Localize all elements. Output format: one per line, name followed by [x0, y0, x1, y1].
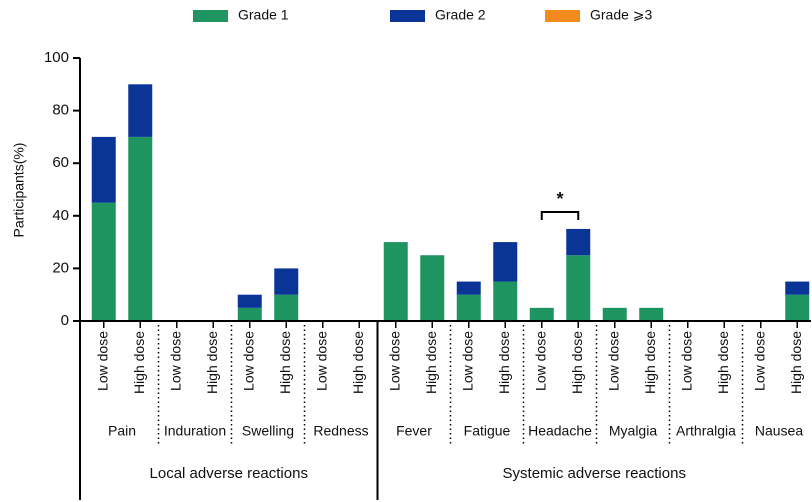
x-tick-label: Low dose — [605, 331, 621, 391]
bar-segment — [785, 281, 810, 295]
bar-segment — [128, 84, 153, 137]
x-tick-label: High dose — [496, 331, 512, 394]
x-tick-label: Low dose — [94, 331, 110, 391]
x-tick-label: Low dose — [532, 331, 548, 391]
bar-segment — [128, 136, 153, 321]
group-label: Pain — [108, 423, 136, 439]
bar-segment — [566, 255, 591, 321]
supergroup-label: Systemic adverse reactions — [503, 465, 686, 482]
supergroup-label: Local adverse reactions — [150, 465, 308, 482]
bar-segment — [602, 307, 627, 321]
bar-segment — [566, 228, 591, 256]
bar-segment — [493, 242, 518, 282]
bar-segment — [237, 294, 262, 308]
bar-segment — [91, 202, 116, 321]
legend-swatch — [193, 10, 228, 22]
group-label: Induration — [164, 423, 226, 439]
x-tick-label: Low dose — [459, 331, 475, 391]
x-tick-label: High dose — [569, 331, 585, 394]
x-tick-label: High dose — [642, 331, 658, 394]
y-tick-label: 20 — [52, 259, 69, 276]
legend-label: Grade 1 — [238, 7, 289, 23]
legend-swatch — [390, 10, 425, 22]
bar-segment — [383, 242, 408, 321]
y-tick-label: 0 — [61, 312, 69, 329]
bar-segment — [91, 136, 116, 203]
y-tick-label: 60 — [52, 154, 69, 171]
legend-label: Grade ⩾3 — [590, 7, 653, 23]
group-label: Swelling — [242, 423, 294, 439]
x-tick-label: Low dose — [167, 331, 183, 391]
group-label: Myalgia — [609, 423, 657, 439]
x-tick-label: Low dose — [313, 331, 329, 391]
y-tick-label: 80 — [52, 102, 69, 119]
bar-segment — [420, 255, 445, 321]
group-label: Fever — [396, 423, 432, 439]
x-tick-label: Low dose — [386, 331, 402, 391]
x-tick-label: High dose — [277, 331, 293, 394]
x-tick-label: High dose — [131, 331, 147, 394]
x-tick-label: High dose — [350, 331, 366, 394]
bar-segment — [639, 307, 664, 321]
bar-segment — [785, 294, 810, 321]
legend-swatch — [545, 10, 580, 22]
bar-segment — [237, 307, 262, 321]
bar-segment — [529, 307, 554, 321]
bar-segment — [274, 268, 299, 295]
annotation: * — [556, 189, 563, 209]
legend-label: Grade 2 — [435, 7, 486, 23]
group-label: Fatigue — [464, 423, 511, 439]
x-tick-label: High dose — [715, 331, 731, 394]
bar-segment — [456, 281, 481, 295]
x-tick-label: Low dose — [678, 331, 694, 391]
significance-bracket — [540, 211, 580, 220]
y-axis-label: Participants(%) — [11, 143, 27, 238]
x-tick-label: High dose — [423, 331, 439, 394]
x-tick-label: High dose — [788, 331, 804, 394]
group-label: Arthralgia — [676, 423, 736, 439]
bar-segment — [493, 281, 518, 321]
group-label: Redness — [313, 423, 368, 439]
y-tick-label: 40 — [52, 207, 69, 224]
x-tick-label: Low dose — [240, 331, 256, 391]
bar-segment — [456, 294, 481, 321]
bar-segment — [274, 294, 299, 321]
group-label: Nausea — [755, 423, 803, 439]
y-tick-label: 100 — [44, 49, 69, 66]
x-tick-label: High dose — [204, 331, 220, 394]
group-label: Headache — [528, 423, 592, 439]
x-tick-label: Low dose — [751, 331, 767, 391]
